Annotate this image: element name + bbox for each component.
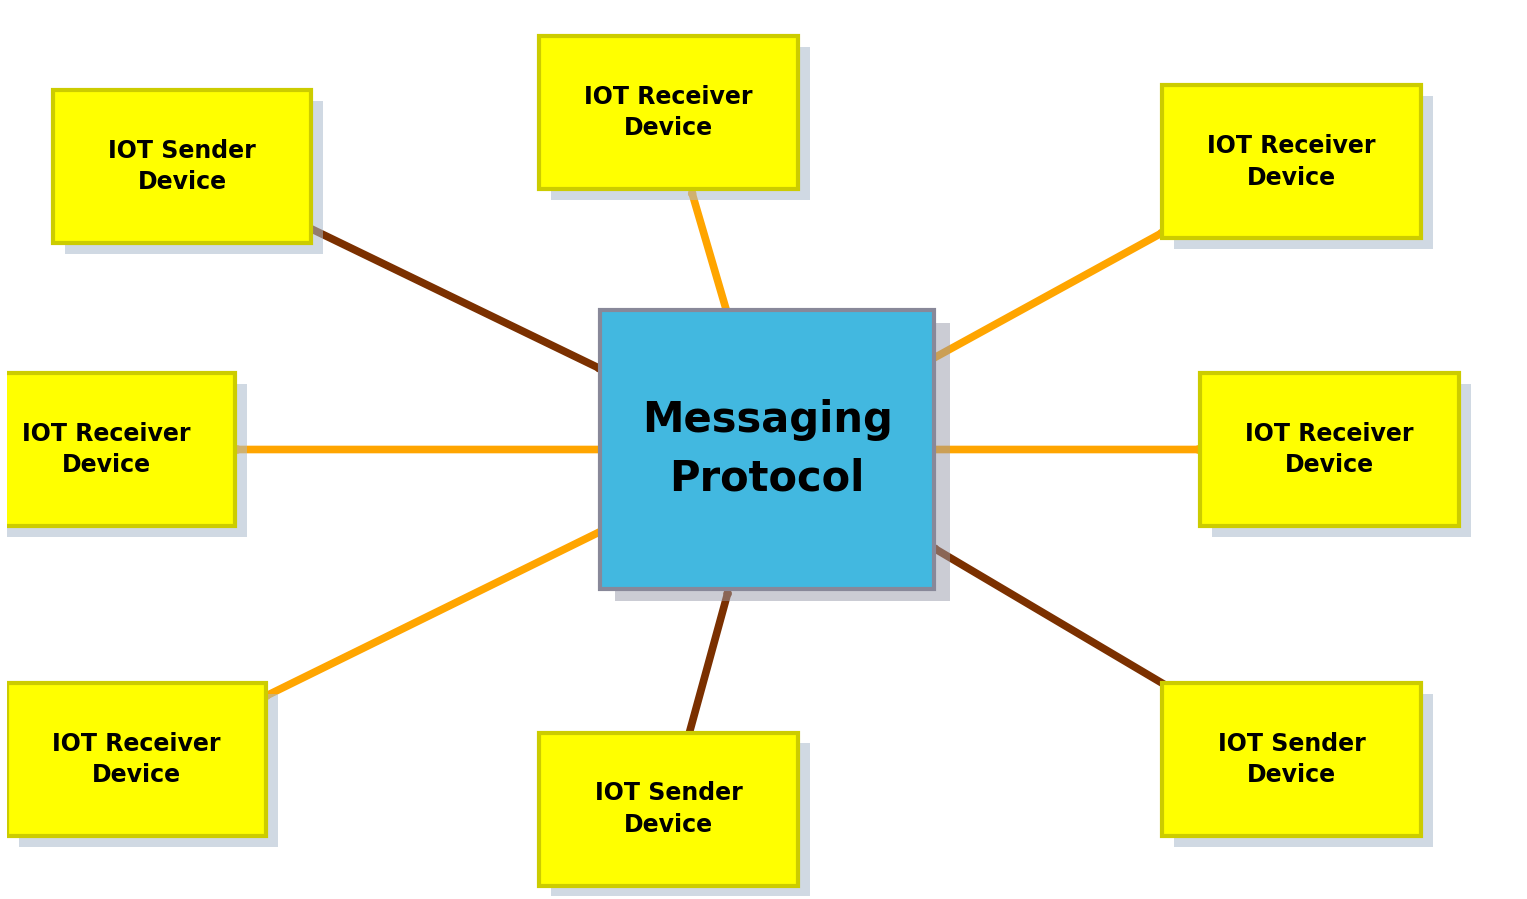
FancyBboxPatch shape	[0, 373, 235, 526]
FancyBboxPatch shape	[0, 384, 247, 537]
Text: IOT Receiver
Device: IOT Receiver Device	[1245, 422, 1414, 477]
FancyBboxPatch shape	[600, 310, 935, 589]
Text: IOT Receiver
Device: IOT Receiver Device	[1208, 134, 1376, 190]
Text: IOT Receiver
Device: IOT Receiver Device	[52, 732, 221, 788]
FancyBboxPatch shape	[551, 47, 809, 200]
FancyBboxPatch shape	[1200, 373, 1458, 526]
FancyBboxPatch shape	[1162, 683, 1420, 836]
FancyBboxPatch shape	[551, 743, 809, 896]
FancyBboxPatch shape	[539, 36, 797, 189]
Text: IOT Sender
Device: IOT Sender Device	[594, 781, 742, 837]
Text: Messaging
Protocol: Messaging Protocol	[641, 399, 893, 500]
FancyBboxPatch shape	[20, 694, 278, 847]
Text: IOT Receiver
Device: IOT Receiver Device	[21, 422, 191, 477]
FancyBboxPatch shape	[539, 733, 797, 886]
FancyBboxPatch shape	[53, 90, 312, 243]
Text: IOT Sender
Device: IOT Sender Device	[108, 138, 257, 194]
FancyBboxPatch shape	[8, 683, 266, 836]
FancyBboxPatch shape	[615, 323, 950, 601]
FancyBboxPatch shape	[1162, 85, 1420, 238]
FancyBboxPatch shape	[1174, 96, 1432, 249]
FancyBboxPatch shape	[1174, 694, 1432, 847]
Text: IOT Receiver
Device: IOT Receiver Device	[585, 85, 753, 140]
FancyBboxPatch shape	[1212, 384, 1471, 537]
Text: IOT Sender
Device: IOT Sender Device	[1217, 732, 1365, 788]
FancyBboxPatch shape	[66, 101, 324, 254]
